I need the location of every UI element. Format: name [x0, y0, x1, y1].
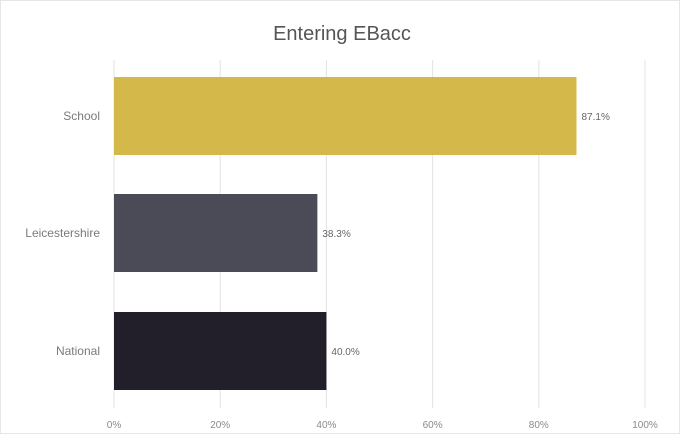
- x-tick-label: 80%: [529, 420, 549, 431]
- x-tick-label: 100%: [632, 420, 658, 431]
- category-label: School: [63, 109, 100, 123]
- bar: [114, 312, 327, 390]
- category-labels: School Leicestershire National: [25, 109, 100, 358]
- bar: [114, 77, 577, 155]
- bars: [114, 77, 577, 390]
- x-tick-labels: 0% 20% 40% 60% 80% 100%: [107, 420, 658, 431]
- x-tick-label: 60%: [423, 420, 443, 431]
- data-labels: 87.1% 38.3% 40.0%: [322, 112, 610, 358]
- category-label: Leicestershire: [25, 226, 100, 240]
- data-label: 40.0%: [331, 347, 359, 358]
- category-label: National: [56, 344, 100, 358]
- chart-title: Entering EBacc: [273, 23, 411, 45]
- x-tick-label: 20%: [210, 420, 230, 431]
- x-tick-label: 40%: [316, 420, 336, 431]
- data-label: 87.1%: [582, 112, 610, 123]
- x-tick-label: 0%: [107, 420, 122, 431]
- data-label: 38.3%: [322, 229, 350, 240]
- bar: [114, 194, 318, 272]
